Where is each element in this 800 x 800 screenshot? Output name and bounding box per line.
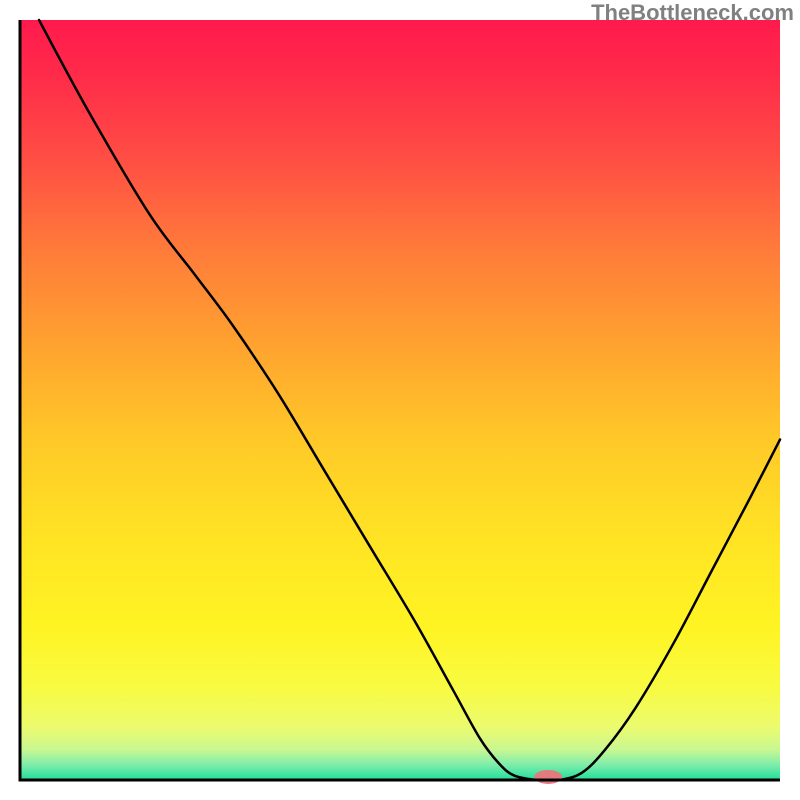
- optimum-marker: [534, 770, 562, 784]
- gradient-background: [20, 20, 780, 780]
- chart-container: TheBottleneck.com: [0, 0, 800, 800]
- watermark-text: TheBottleneck.com: [591, 0, 794, 26]
- bottleneck-chart: [0, 0, 800, 800]
